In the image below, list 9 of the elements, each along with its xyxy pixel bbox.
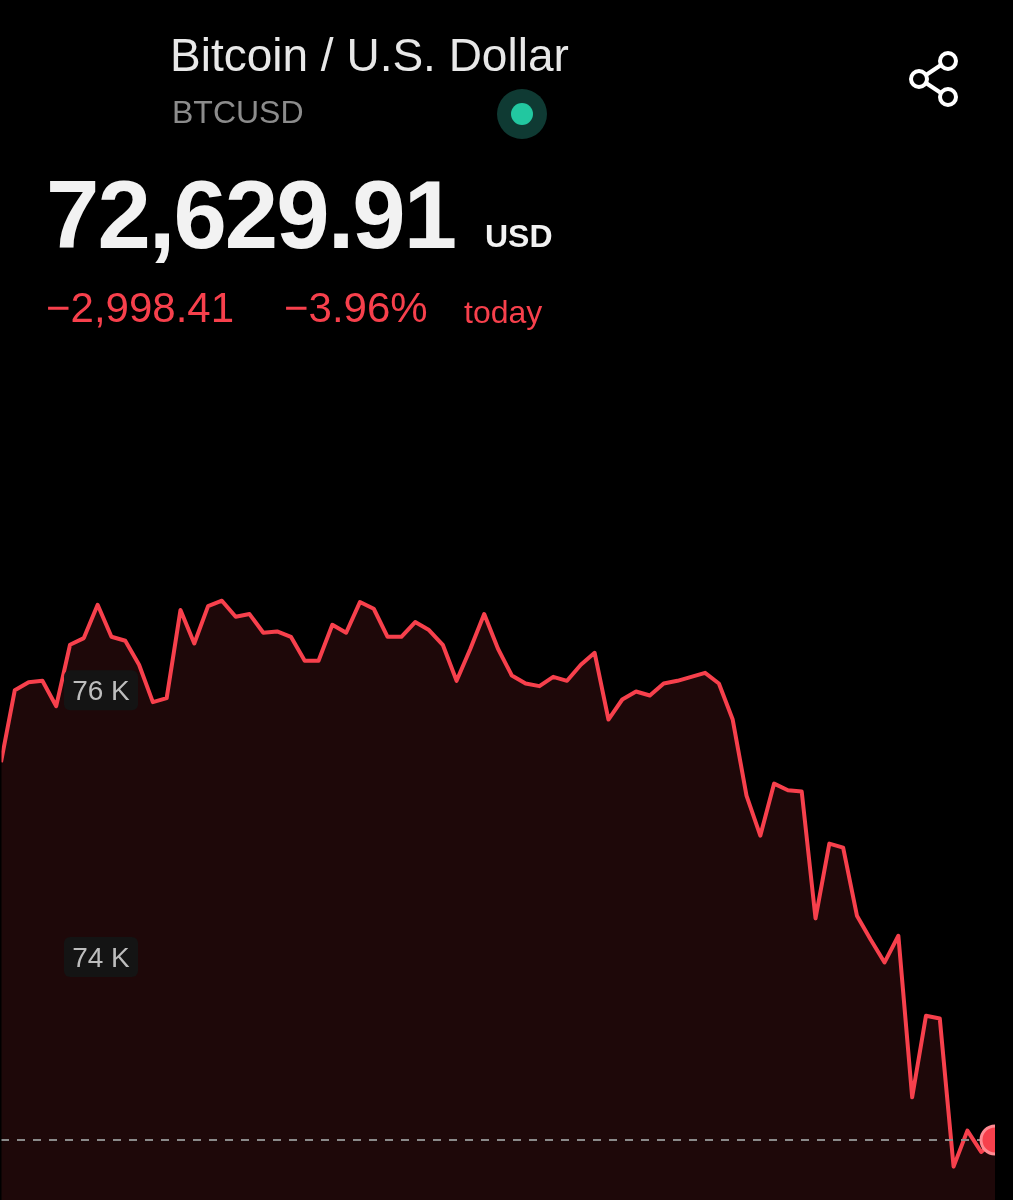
- y-tick-label: 76 K: [72, 675, 131, 707]
- chart-subtitle: BTCUSD: [172, 94, 304, 131]
- y-tick-label: 74 K: [72, 942, 131, 974]
- text: today: [464, 294, 543, 331]
- text: −3.96%: [284, 284, 428, 332]
- text: −2,998.41: [46, 284, 235, 332]
- text: 72,629.91: [46, 160, 456, 270]
- chart-title: Bitcoin / U.S. Dollar: [170, 28, 569, 82]
- text: USD: [485, 218, 553, 255]
